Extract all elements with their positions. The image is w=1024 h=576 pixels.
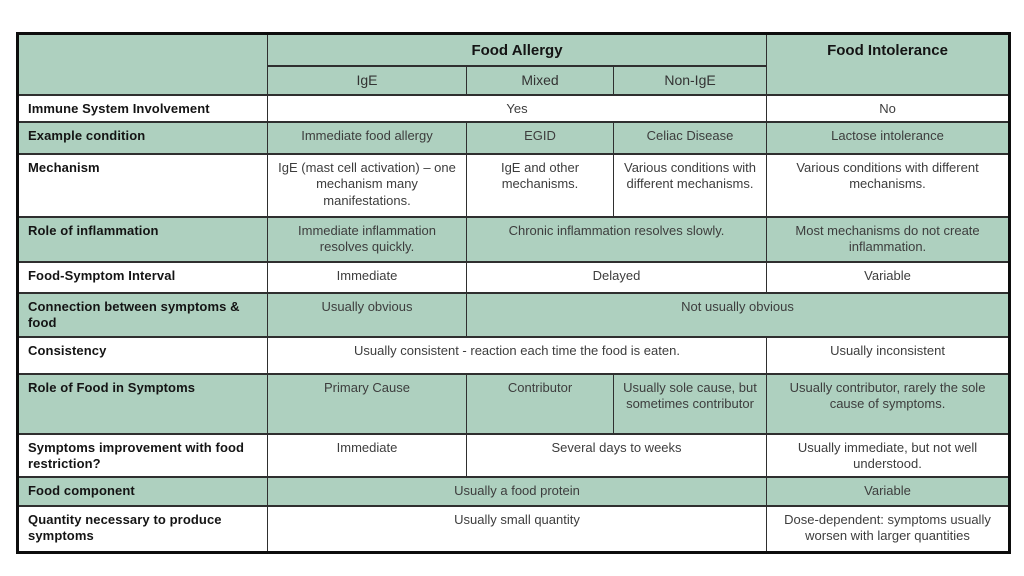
cell: Usually small quantity xyxy=(266,505,768,553)
row-label: Consistency xyxy=(17,335,268,375)
row-label: Role of Food in Symptoms xyxy=(17,372,268,435)
cell: Immediate xyxy=(267,261,467,294)
cell: Usually consistent - reaction each time … xyxy=(266,335,768,375)
cell: Chronic inflammation resolves slowly. xyxy=(465,216,768,263)
table-row: Role of Food in Symptoms Primary Cause C… xyxy=(17,372,1011,435)
cell: Celiac Disease xyxy=(612,121,768,155)
row-label: Food component xyxy=(17,476,268,507)
header-food-intolerance: Food Intolerance xyxy=(766,32,1011,96)
header-food-allergy: Food Allergy xyxy=(266,32,768,67)
cell: Various conditions with different mechan… xyxy=(612,153,768,218)
cell: No xyxy=(766,93,1011,124)
row-label: Role of inflammation xyxy=(17,216,268,263)
cell: Immediate xyxy=(267,432,467,478)
cell: Most mechanisms do not create inflammati… xyxy=(766,216,1011,263)
table-row: Food-Symptom Interval Immediate Delayed … xyxy=(17,261,1011,294)
cell: Lactose intolerance xyxy=(766,121,1011,155)
cell: Dose-dependent: symptoms usually worsen … xyxy=(766,505,1011,553)
cell: IgE (mast cell activation) – one mechani… xyxy=(267,153,467,218)
cell: Usually immediate, but not well understo… xyxy=(766,432,1011,478)
table-row: Food component Usually a food protein Va… xyxy=(17,476,1011,507)
row-label: Food-Symptom Interval xyxy=(17,261,268,294)
row-label: Connection between symptoms & food xyxy=(17,292,268,338)
cell: IgE and other mechanisms. xyxy=(466,153,614,218)
table-row: Example condition Immediate food allergy… xyxy=(17,121,1011,155)
cell: Usually contributor, rarely the sole cau… xyxy=(766,372,1011,435)
cell: Not usually obvious xyxy=(465,292,1011,338)
row-label: Mechanism xyxy=(17,153,268,218)
row-label: Immune System Involvement xyxy=(17,93,268,124)
subheader-ige: IgE xyxy=(267,64,467,96)
cell: Several days to weeks xyxy=(465,432,768,478)
cell: Delayed xyxy=(465,261,768,294)
cell: Immediate food allergy xyxy=(267,121,467,155)
cell: Usually a food protein xyxy=(266,476,768,507)
table-row: Immune System Involvement Yes No xyxy=(17,93,1011,124)
cell: Usually sole cause, but sometimes contri… xyxy=(612,372,768,435)
row-label: Symptoms improvement with food restricti… xyxy=(17,432,268,478)
table-row: Symptoms improvement with food restricti… xyxy=(17,432,1011,478)
corner-cell xyxy=(17,32,268,96)
cell: Yes xyxy=(266,93,768,124)
row-label: Quantity necessary to produce symptoms xyxy=(17,505,268,553)
table-row: Quantity necessary to produce symptoms U… xyxy=(17,505,1011,553)
cell: Usually obvious xyxy=(267,292,467,338)
subheader-mixed: Mixed xyxy=(466,64,614,96)
cell: Immediate inflammation resolves quickly. xyxy=(267,216,467,263)
table-row: Role of inflammation Immediate inflammat… xyxy=(17,216,1011,263)
food-allergy-intolerance-table: Food Allergy Food Intolerance IgE Mixed … xyxy=(16,32,1012,554)
table-row: Connection between symptoms & food Usual… xyxy=(17,292,1011,338)
cell: Primary Cause xyxy=(267,372,467,435)
cell: Variable xyxy=(766,261,1011,294)
cell: Contributor xyxy=(466,372,614,435)
cell: Usually inconsistent xyxy=(766,335,1011,375)
table-row: Mechanism IgE (mast cell activation) – o… xyxy=(17,153,1011,218)
cell: Various conditions with different mechan… xyxy=(766,153,1011,218)
table-row: Consistency Usually consistent - reactio… xyxy=(17,335,1011,375)
cell: EGID xyxy=(466,121,614,155)
row-label: Example condition xyxy=(17,121,268,155)
cell: Variable xyxy=(766,476,1011,507)
subheader-non-ige: Non-IgE xyxy=(612,64,768,96)
